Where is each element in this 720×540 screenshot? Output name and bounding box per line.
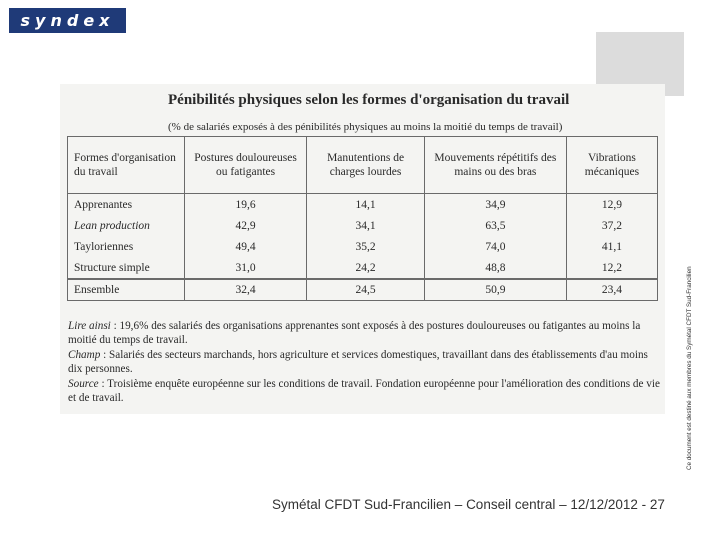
table-cell: 24,5 xyxy=(306,278,425,301)
column-header: Formes d'organisation du travail xyxy=(67,136,185,194)
column-header: Vibrations mécaniques xyxy=(565,136,659,194)
table-cell: 42,9 xyxy=(183,215,308,236)
table-cell: 48,8 xyxy=(423,257,567,280)
document-subtitle: (% de salariés exposés à des pénibilités… xyxy=(168,121,563,133)
table-cell: Lean production xyxy=(67,215,185,236)
table-total-row: Ensemble 32,4 24,5 50,9 23,4 xyxy=(67,278,659,301)
table-cell: 14,1 xyxy=(306,193,425,215)
scanned-document: Pénibilités physiques selon les formes d… xyxy=(60,84,665,414)
table-cell: Structure simple xyxy=(67,257,185,280)
table-row: Structure simple 31,0 24,2 48,8 12,2 xyxy=(67,257,659,280)
column-header: Postures douloureuses ou fatigantes xyxy=(183,136,308,194)
table-cell: 41,1 xyxy=(565,236,659,257)
note-lire-ainsi: Lire ainsi : 19,6% des salariés des orga… xyxy=(68,320,660,347)
table-row: Lean production 42,9 34,1 63,5 37,2 xyxy=(67,215,659,236)
table-cell: 19,6 xyxy=(183,193,308,215)
note-label: Champ xyxy=(68,349,101,361)
table-cell: 63,5 xyxy=(423,215,567,236)
table-cell: 50,9 xyxy=(423,278,567,301)
table-cell: 34,9 xyxy=(423,193,567,215)
decorative-notch xyxy=(660,96,684,118)
table-cell: 74,0 xyxy=(423,236,567,257)
column-header: Manutentions de charges lourdes xyxy=(306,136,425,194)
document-title: Pénibilités physiques selon les formes d… xyxy=(168,92,570,108)
slide-footer: Symétal CFDT Sud-Francilien – Conseil ce… xyxy=(272,497,665,512)
table-cell: 23,4 xyxy=(565,278,659,301)
note-champ: Champ : Salariés des secteurs marchands,… xyxy=(68,349,660,376)
table-header-row: Formes d'organisation du travail Posture… xyxy=(67,136,659,194)
note-text: : Troisième enquête européenne sur les c… xyxy=(68,378,660,404)
confidentiality-note: Ce document est destiné aux membres du S… xyxy=(686,266,693,470)
data-table: Formes d'organisation du travail Posture… xyxy=(67,136,659,301)
table-cell: 12,2 xyxy=(565,257,659,280)
table-row: Tayloriennes 49,4 35,2 74,0 41,1 xyxy=(67,236,659,257)
table-cell: 49,4 xyxy=(183,236,308,257)
note-label: Lire ainsi xyxy=(68,320,111,332)
table-row: Apprenantes 19,6 14,1 34,9 12,9 xyxy=(67,193,659,215)
table-cell: 35,2 xyxy=(306,236,425,257)
column-header: Mouvements répétitifs des mains ou des b… xyxy=(423,136,567,194)
table-cell: Tayloriennes xyxy=(67,236,185,257)
confidentiality-sidebar: Ce document est destiné aux membres du S… xyxy=(686,230,714,470)
table-cell: Apprenantes xyxy=(67,193,185,215)
note-source: Source : Troisième enquête européenne su… xyxy=(68,378,660,405)
note-text: : 19,6% des salariés des organisations a… xyxy=(68,320,641,346)
table-cell: 12,9 xyxy=(565,193,659,215)
table-cell: 32,4 xyxy=(183,278,308,301)
syndex-logo: syndex xyxy=(9,8,126,33)
table-cell: Ensemble xyxy=(67,278,185,301)
table-cell: 37,2 xyxy=(565,215,659,236)
table-cell: 31,0 xyxy=(183,257,308,280)
note-text: : Salariés des secteurs marchands, hors … xyxy=(68,349,648,375)
table-cell: 24,2 xyxy=(306,257,425,280)
table-notes: Lire ainsi : 19,6% des salariés des orga… xyxy=(68,320,660,407)
table-cell: 34,1 xyxy=(306,215,425,236)
note-label: Source xyxy=(68,378,99,390)
